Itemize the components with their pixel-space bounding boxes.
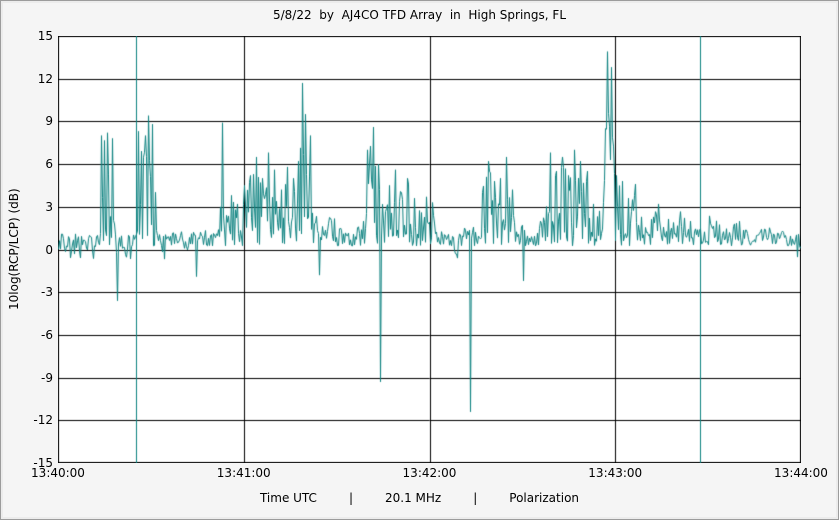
x-tick-label: 13:41:00	[216, 466, 271, 480]
polarization-plot-canvas	[58, 36, 801, 463]
x-tick-label: 13:44:00	[774, 466, 828, 480]
x-axis-unit-label: Time UTC	[259, 491, 317, 505]
plot-area	[58, 36, 801, 463]
y-tick-label: 0	[45, 242, 53, 257]
y-tick-label: 9	[45, 114, 53, 129]
y-tick-label: -9	[41, 370, 53, 385]
y-tick-label: 6	[45, 157, 53, 172]
y-tick-label: 15	[37, 29, 53, 43]
y-tick-label: -3	[41, 285, 53, 300]
y-tick-label: 3	[45, 199, 53, 214]
footer-info: Time UTC | 20.1 MHz | Polarization	[1, 491, 838, 505]
y-tick-label: 12	[37, 71, 53, 86]
y-tick-label: -12	[33, 413, 53, 428]
x-tick-label: 13:43:00	[588, 466, 643, 480]
frequency-label: 20.1 MHz	[385, 491, 442, 505]
x-tick-label: 13:40:00	[31, 466, 85, 480]
separator-bar: |	[473, 491, 478, 505]
x-tick-label: 13:42:00	[402, 466, 457, 480]
chart-title: 5/8/22 by AJ4CO TFD Array in High Spring…	[272, 8, 566, 22]
mode-label: Polarization	[509, 491, 580, 505]
separator-bar: |	[348, 491, 353, 505]
y-tick-label: -15	[33, 456, 53, 470]
y-tick-label: -6	[41, 327, 53, 342]
